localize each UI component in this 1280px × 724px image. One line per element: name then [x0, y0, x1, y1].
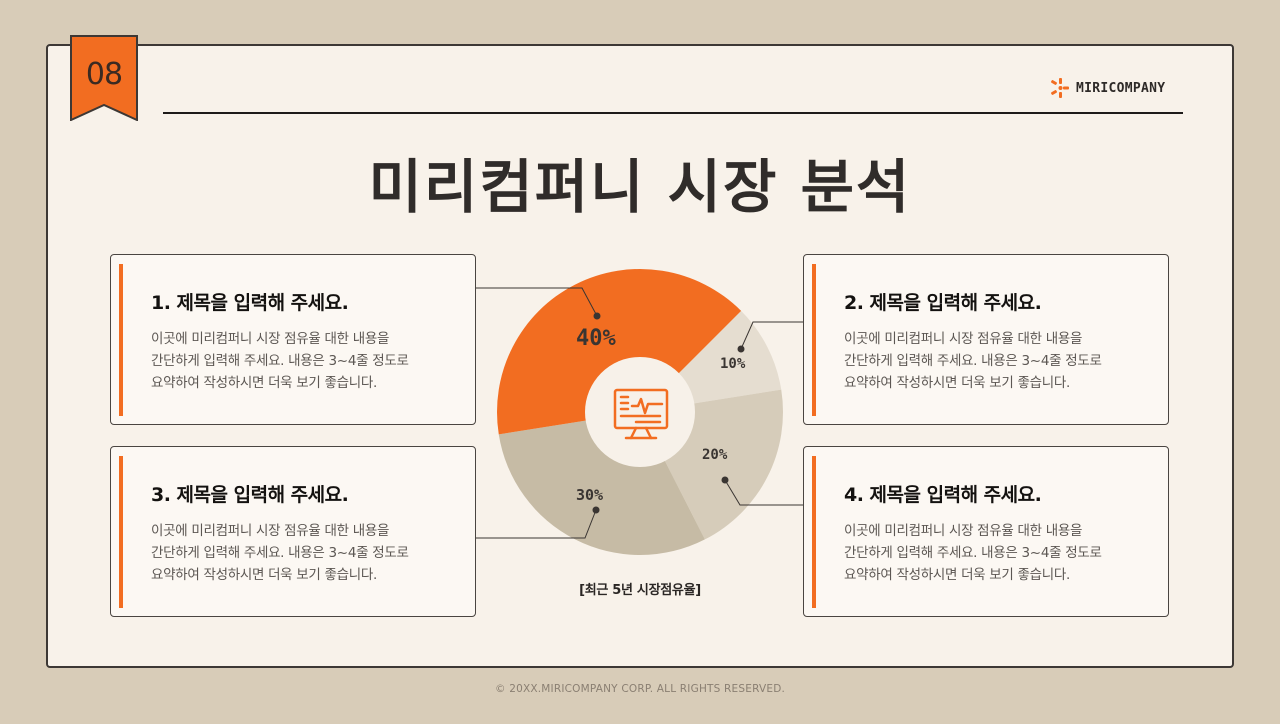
- accent-bar: [812, 264, 816, 416]
- brand-logo: MIRICOMPANY: [1050, 78, 1165, 98]
- asterisk-burst-icon: [1051, 78, 1069, 98]
- card-body: 이곳에 미리컴퍼니 시장 점유율 대한 내용을 간단하게 입력해 주세요. 내용…: [844, 328, 1154, 394]
- card-body: 이곳에 미리컴퍼니 시장 점유율 대한 내용을 간단하게 입력해 주세요. 내용…: [844, 520, 1154, 586]
- card-line: 요약하여 작성하시면 더욱 보기 좋습니다.: [844, 567, 1070, 583]
- card-line: 간단하게 입력해 주세요. 내용은 3~4줄 정도로: [151, 353, 409, 369]
- card-title: 2. 제목을 입력해 주세요.: [844, 292, 1042, 314]
- accent-bar: [119, 264, 123, 416]
- card-line: 요약하여 작성하시면 더욱 보기 좋습니다.: [151, 375, 377, 391]
- slide-number: 08: [85, 57, 123, 92]
- card-body: 이곳에 미리컴퍼니 시장 점유율 대한 내용을 간단하게 입력해 주세요. 내용…: [151, 328, 461, 394]
- copyright-footer: © 20XX.MIRICOMPANY CORP. ALL RIGHTS RESE…: [494, 683, 786, 695]
- card-line: 간단하게 입력해 주세요. 내용은 3~4줄 정도로: [844, 545, 1102, 561]
- info-card-2: 2. 제목을 입력해 주세요. 이곳에 미리컴퍼니 시장 점유율 대한 내용을 …: [803, 254, 1169, 425]
- info-card-4: 4. 제목을 입력해 주세요. 이곳에 미리컴퍼니 시장 점유율 대한 내용을 …: [803, 446, 1169, 617]
- brand-name: MIRICOMPANY: [1076, 80, 1166, 96]
- page-title: 미리컴퍼니 시장 분석: [368, 153, 912, 221]
- chart-caption: [최근 5년 시장점유율]: [579, 583, 701, 598]
- card-line: 이곳에 미리컴퍼니 시장 점유율 대한 내용을: [844, 523, 1083, 539]
- card-line: 이곳에 미리컴퍼니 시장 점유율 대한 내용을: [151, 331, 390, 347]
- slide-number-badge: 08: [70, 35, 138, 121]
- card-line: 요약하여 작성하시면 더욱 보기 좋습니다.: [151, 567, 377, 583]
- bookmark-ribbon-icon: [70, 35, 138, 121]
- header-rule: [163, 112, 1183, 114]
- card-title: 3. 제목을 입력해 주세요.: [151, 484, 349, 506]
- card-line: 간단하게 입력해 주세요. 내용은 3~4줄 정도로: [151, 545, 409, 561]
- accent-bar: [812, 456, 816, 608]
- card-line: 이곳에 미리컴퍼니 시장 점유율 대한 내용을: [844, 331, 1083, 347]
- card-line: 이곳에 미리컴퍼니 시장 점유율 대한 내용을: [151, 523, 390, 539]
- card-line: 요약하여 작성하시면 더욱 보기 좋습니다.: [844, 375, 1070, 391]
- info-card-1: 1. 제목을 입력해 주세요. 이곳에 미리컴퍼니 시장 점유율 대한 내용을 …: [110, 254, 476, 425]
- card-title: 1. 제목을 입력해 주세요.: [151, 292, 349, 314]
- accent-bar: [119, 456, 123, 608]
- card-title: 4. 제목을 입력해 주세요.: [844, 484, 1042, 506]
- info-card-3: 3. 제목을 입력해 주세요. 이곳에 미리컴퍼니 시장 점유율 대한 내용을 …: [110, 446, 476, 617]
- card-line: 간단하게 입력해 주세요. 내용은 3~4줄 정도로: [844, 353, 1102, 369]
- card-body: 이곳에 미리컴퍼니 시장 점유율 대한 내용을 간단하게 입력해 주세요. 내용…: [151, 520, 461, 586]
